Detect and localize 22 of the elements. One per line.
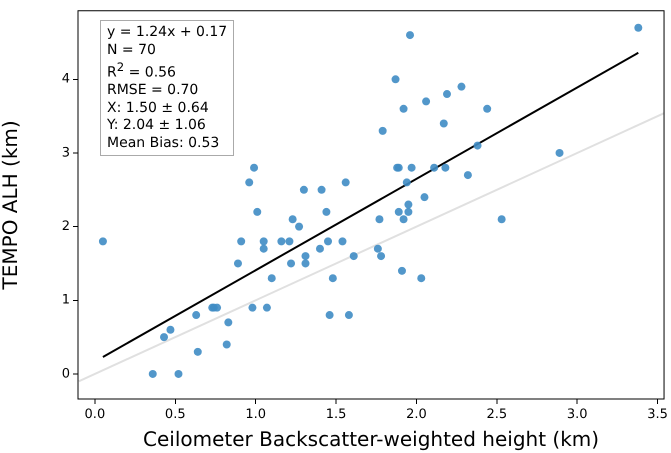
x-axis-title: Ceilometer Backscatter-weighted height (km) — [142, 427, 600, 452]
annotation: R$^{2}$ = 0.56 — [107, 59, 177, 82]
x-tick-label: 3.5 — [647, 407, 668, 422]
annotation: N = 70 — [107, 42, 157, 59]
annotation: Y: 2.04 ± 1.06 — [107, 117, 207, 135]
x-tick-label: 1.0 — [245, 407, 266, 422]
x-tick-label: 0.5 — [164, 407, 186, 422]
annotation: y = 1.24x + 0.17 — [107, 24, 228, 42]
y-tick-label: 0 — [62, 366, 70, 382]
x-tick-label: 0.0 — [84, 407, 106, 422]
y-tick-label: 4 — [62, 72, 70, 87]
y-axis-title: TEMPO ALH (km) — [0, 120, 22, 290]
x-tick-label: 1.5 — [326, 407, 346, 422]
y-tick-label: 1 — [62, 292, 70, 308]
annotation: Mean Bias: 0.53 — [107, 134, 220, 152]
annotation: RMSE = 0.70 — [107, 82, 200, 100]
annotation: X: 1.50 ± 0.64 — [107, 100, 210, 118]
x-tick-label: 2.5 — [486, 407, 508, 422]
y-tick-label: 3 — [62, 145, 70, 160]
x-tick-label: 3.0 — [566, 407, 588, 422]
y-tick-label: 2 — [62, 219, 70, 234]
x-tick-label: 2.0 — [406, 407, 427, 422]
